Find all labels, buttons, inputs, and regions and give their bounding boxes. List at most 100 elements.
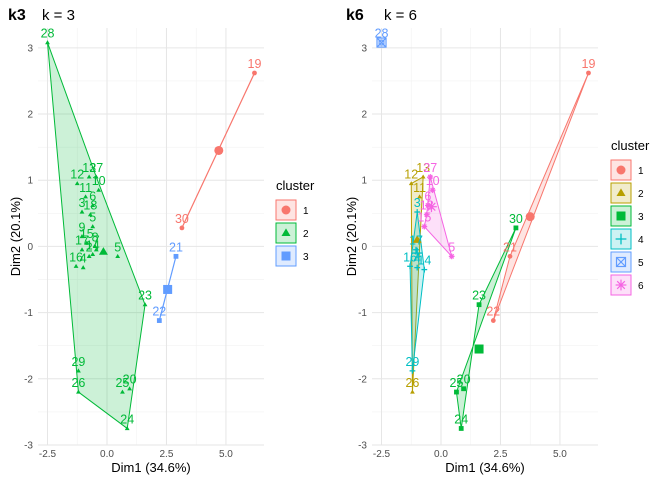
legend-key-symbol — [281, 251, 291, 261]
y-tick-label: 1 — [27, 176, 33, 187]
data-point — [507, 253, 513, 259]
data-point — [410, 389, 415, 394]
legend-key-symbol — [616, 188, 626, 197]
data-point — [407, 263, 413, 270]
data-point — [74, 181, 80, 186]
point-label: 19 — [582, 57, 596, 71]
cluster-center — [525, 212, 535, 222]
data-point — [414, 264, 421, 271]
cluster-center — [411, 247, 423, 259]
point-label: 16 — [69, 250, 83, 264]
legend-entry-label: 3 — [638, 212, 644, 223]
point-label: 21 — [169, 240, 183, 254]
point-label: 16 — [403, 250, 417, 264]
y-tick-label: -2 — [24, 374, 33, 385]
data-point — [76, 368, 81, 373]
data-point — [179, 225, 185, 231]
point-label: 26 — [71, 376, 85, 390]
data-point — [421, 266, 428, 273]
point-label: 30 — [175, 212, 189, 226]
cluster-hull-1 — [492, 72, 589, 321]
point-label: 22 — [486, 305, 500, 319]
data-point — [86, 253, 92, 258]
point-label: 26 — [405, 376, 419, 390]
data-point — [96, 187, 102, 192]
point-label: 19 — [248, 57, 262, 71]
legend-entry-label: 1 — [303, 206, 309, 217]
data-point — [45, 40, 50, 45]
panel-tag: k6 — [346, 7, 364, 24]
data-point — [454, 389, 459, 395]
data-point — [73, 263, 79, 268]
legend-key-symbol — [281, 205, 291, 215]
point-label: 6 — [89, 189, 96, 203]
data-point — [79, 247, 85, 252]
x-axis-label: Dim1 (34.6%) — [111, 460, 190, 475]
data-point — [476, 302, 482, 308]
point-label: 14 — [417, 254, 431, 268]
point-label: 23 — [138, 289, 152, 303]
cluster-6: 2710186155 — [417, 161, 455, 260]
y-tick-label: 2 — [27, 110, 33, 121]
cluster-hull-2 — [47, 42, 146, 430]
point-label: 12 — [404, 168, 418, 182]
data-point — [586, 70, 591, 76]
y-tick-label: -1 — [358, 308, 367, 319]
cluster-center — [474, 344, 484, 354]
data-point — [86, 174, 92, 179]
point-label: 5 — [448, 240, 455, 254]
legend-entry-label: 2 — [303, 229, 309, 240]
y-tick-label: 1 — [361, 176, 367, 187]
point-label: 29 — [71, 355, 85, 369]
y-tick-label: 0 — [27, 242, 33, 253]
data-point — [423, 211, 430, 218]
y-axis-label: Dim2 (20.1%) — [344, 197, 359, 276]
x-tick-label: 0.0 — [100, 449, 114, 460]
panel-tag: k3 — [8, 7, 26, 24]
legend-entry-label: 3 — [303, 252, 309, 263]
data-point — [90, 224, 96, 229]
x-tick-label: -2.5 — [373, 449, 391, 460]
point-label: 17 — [75, 234, 89, 248]
point-label: 23 — [472, 289, 486, 303]
point-label: 3 — [79, 196, 86, 210]
point-label: 20 — [457, 373, 471, 387]
data-point — [173, 253, 179, 259]
legend-key-symbol — [615, 279, 627, 291]
cluster-hull-2 — [410, 176, 424, 393]
data-point — [513, 225, 519, 231]
x-axis-label: Dim1 (34.6%) — [445, 460, 524, 475]
data-point — [83, 194, 88, 199]
cluster-center — [426, 201, 437, 213]
data-point — [420, 174, 426, 179]
point-label: 24 — [120, 412, 134, 426]
point-label: 30 — [509, 212, 523, 226]
cluster-hull-3 — [455, 227, 517, 429]
point-label: 15 — [417, 211, 431, 225]
point-label: 15 — [80, 227, 94, 241]
cluster-center — [163, 284, 173, 294]
data-point — [127, 386, 132, 391]
x-tick-label: 2.5 — [494, 449, 508, 460]
data-point — [252, 70, 257, 76]
point-label: 11 — [79, 181, 92, 195]
point-label: 10 — [426, 174, 440, 188]
data-point — [413, 246, 419, 253]
legend: cluster 1 2 3 4 5 6 — [610, 138, 650, 296]
legend-title: cluster — [276, 178, 315, 193]
point-label: 6 — [424, 189, 431, 203]
y-tick-label: 0 — [361, 242, 367, 253]
y-tick-label: -1 — [24, 308, 33, 319]
legend-key-symbol — [616, 165, 626, 175]
data-point — [84, 240, 90, 245]
data-point — [93, 174, 99, 179]
point-label: 4 — [414, 252, 421, 266]
point-label: 4 — [80, 252, 87, 266]
point-label: 24 — [454, 412, 468, 426]
